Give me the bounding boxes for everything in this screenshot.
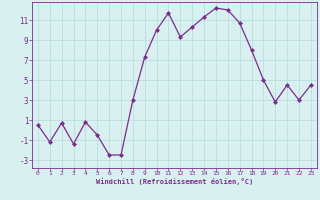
X-axis label: Windchill (Refroidissement éolien,°C): Windchill (Refroidissement éolien,°C) [96,178,253,185]
